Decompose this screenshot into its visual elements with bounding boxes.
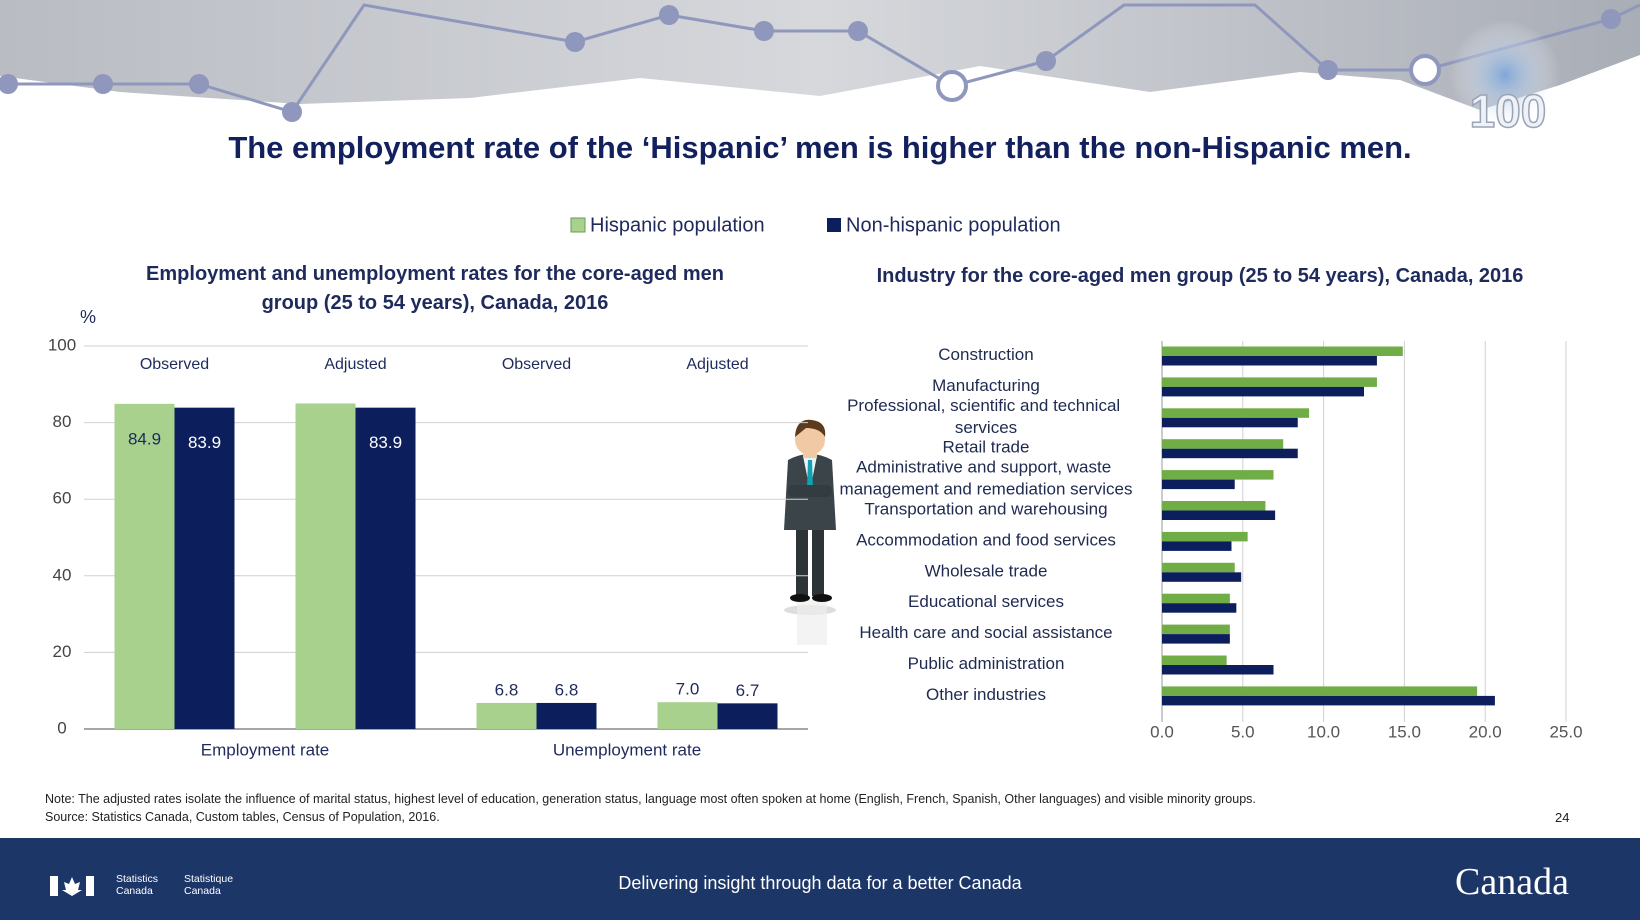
bar: [1162, 377, 1377, 387]
source: Source: Statistics Canada, Custom tables…: [45, 810, 440, 824]
y-tick-label: Educational services: [908, 593, 1064, 612]
y-tick-label: Manufacturing: [932, 376, 1040, 395]
bar: [1162, 417, 1298, 428]
y-tick-label: Administrative and support, waste manage…: [840, 458, 1133, 499]
value-label: 6.8: [495, 680, 519, 699]
group-label: Unemployment rate: [553, 740, 701, 759]
value-label: 7.0: [676, 680, 700, 699]
bar: [1162, 479, 1235, 490]
bar: [1162, 655, 1227, 665]
y-tick-label: Construction: [938, 345, 1033, 364]
bar: [1162, 572, 1242, 582]
y-tick-label: Transportation and warehousing: [864, 500, 1107, 519]
agency-name: Statistique Canada: [184, 873, 234, 897]
footer-tagline: Delivering insight through data for a be…: [618, 873, 1022, 893]
y-tick-label: 60: [53, 489, 72, 508]
x-tick-label: Adjusted: [686, 356, 748, 373]
y-tick-label: 0: [57, 718, 66, 737]
agency-name: Statistics Canada: [116, 873, 159, 897]
value-label: 83.9: [188, 433, 221, 452]
y-tick-label: Other industries: [926, 685, 1046, 704]
legend-swatch: [827, 218, 841, 232]
bar: [1162, 439, 1284, 449]
y-tick-label: Retail trade: [943, 438, 1030, 457]
y-tick-label: 20: [53, 642, 72, 661]
bar: [1162, 470, 1274, 480]
bar: [1162, 531, 1248, 542]
x-tick-label: Observed: [140, 356, 209, 373]
legend-swatch: [570, 217, 586, 233]
bar: [355, 407, 416, 729]
bar: [1162, 510, 1276, 520]
bar: [1162, 386, 1364, 397]
bar: [1162, 603, 1237, 613]
value-label: 84.9: [128, 429, 161, 448]
x-tick-label: 15.0: [1388, 722, 1421, 741]
person-illustration: [784, 419, 836, 645]
bar: [1162, 624, 1230, 635]
bar: [114, 403, 175, 729]
bar: [1162, 665, 1274, 675]
wordmark: Canada: [1455, 861, 1569, 903]
bar: [476, 702, 537, 729]
value-label: 6.7: [736, 681, 760, 700]
legend-label: Non-hispanic population: [846, 214, 1061, 236]
bar: [1162, 593, 1230, 604]
header-decoration: [0, 0, 1640, 130]
bar: [1162, 408, 1310, 418]
badge: 100: [1470, 85, 1547, 137]
bar: [1162, 562, 1235, 573]
note: Note: The adjusted rates isolate the inf…: [45, 792, 1256, 806]
value-label: 83.9: [369, 433, 402, 452]
y-tick-label: Health care and social assistance: [859, 624, 1112, 643]
chart-title: Industry for the core-aged men group (25…: [876, 265, 1524, 287]
group-label: Employment rate: [201, 740, 330, 759]
bar: [717, 703, 778, 729]
bar: [1162, 686, 1478, 696]
bar: [1162, 541, 1232, 551]
y-tick-label: Professional, scientific and technical s…: [847, 396, 1125, 437]
bar: [1162, 501, 1266, 511]
x-tick-label: 0.0: [1150, 722, 1174, 741]
footer-band: [0, 838, 1640, 920]
bar: [1162, 346, 1403, 356]
x-tick-label: 10.0: [1307, 722, 1340, 741]
x-tick-label: 20.0: [1469, 722, 1502, 741]
x-tick-label: Observed: [502, 356, 571, 373]
legend-label: Hispanic population: [590, 214, 765, 236]
x-tick-label: Adjusted: [324, 356, 386, 373]
y-tick-label: 80: [53, 412, 72, 431]
y-tick-label: 100: [48, 335, 76, 354]
bar: [1162, 695, 1495, 706]
y-tick-label: Accommodation and food services: [856, 531, 1116, 550]
bar: [536, 702, 597, 729]
y-tick-label: Public administration: [908, 654, 1065, 673]
y-tick-label: 40: [53, 565, 72, 584]
page-number: 24: [1555, 810, 1570, 825]
value-label: 6.8: [555, 680, 579, 699]
bar: [174, 407, 235, 729]
y-axis-label: %: [80, 307, 96, 327]
canada-flag-logo: [50, 876, 94, 896]
bar: [1162, 634, 1230, 644]
bar: [657, 702, 718, 729]
x-tick-label: 25.0: [1549, 722, 1582, 741]
x-tick-label: 5.0: [1231, 722, 1255, 741]
bar: [295, 403, 356, 729]
bar: [1162, 448, 1298, 459]
bar: [1162, 356, 1377, 366]
chart-title: Employment and unemployment rates for th…: [146, 263, 724, 314]
y-tick-label: Wholesale trade: [925, 562, 1048, 581]
slide-title: The employment rate of the ‘Hispanic’ me…: [228, 130, 1412, 165]
